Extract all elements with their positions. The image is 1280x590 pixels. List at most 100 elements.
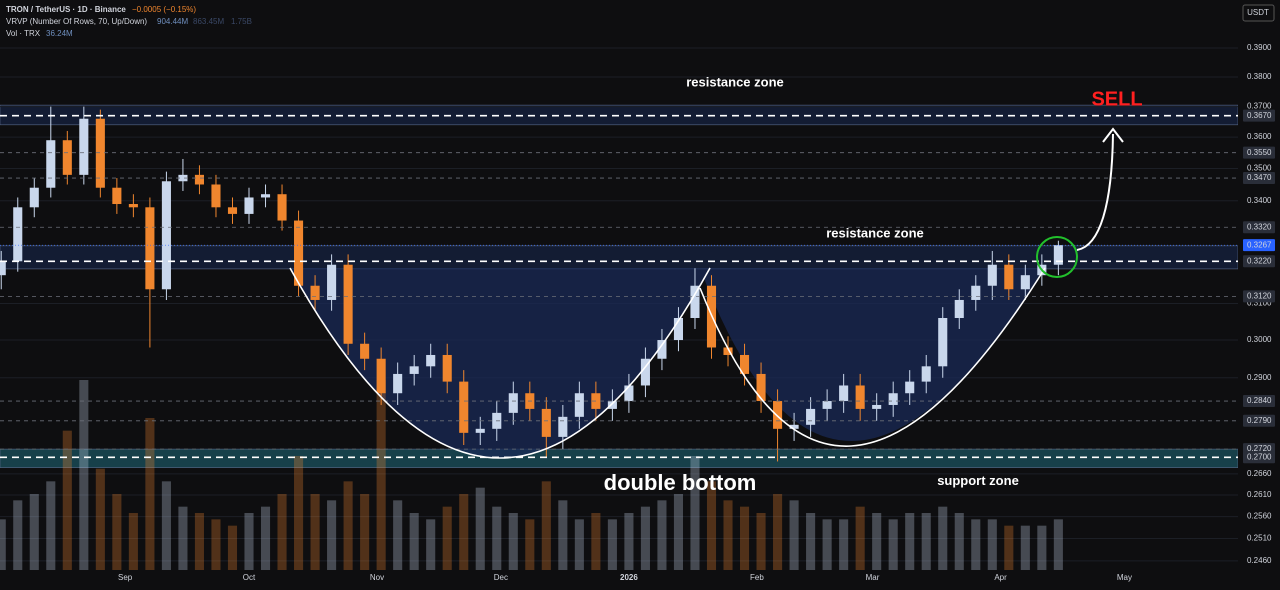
candle-body xyxy=(657,340,667,359)
candle-body xyxy=(260,194,271,198)
volume-bar xyxy=(459,494,469,570)
volume-bar xyxy=(888,519,898,570)
price-line-label: 0.3120 xyxy=(1247,291,1272,300)
volume-bar xyxy=(541,481,551,570)
price-line-box xyxy=(1243,451,1275,464)
y-tick-label: 0.2510 xyxy=(1247,534,1272,543)
y-tick-label: 0.2660 xyxy=(1247,469,1272,478)
volume-bar xyxy=(690,456,700,570)
x-tick-label: Apr xyxy=(994,573,1007,582)
candle-body xyxy=(673,318,684,341)
candle-body xyxy=(987,264,997,286)
candle-body xyxy=(294,220,304,286)
price-line-box xyxy=(1243,414,1275,427)
candle-body xyxy=(0,261,6,276)
candle-body xyxy=(13,207,23,262)
zone xyxy=(0,245,1239,270)
volume-bar xyxy=(773,494,783,570)
candle-body xyxy=(442,354,452,382)
candle-body xyxy=(343,264,353,344)
x-tick-label: Dec xyxy=(494,573,508,582)
candle-body xyxy=(360,343,370,359)
volume-bar xyxy=(112,494,122,570)
candle-body xyxy=(971,285,981,300)
volume-bar xyxy=(211,519,221,570)
volume-bar xyxy=(673,494,684,570)
annotation: double bottom xyxy=(604,470,757,495)
candle-body xyxy=(756,373,766,402)
volume-bar xyxy=(409,513,419,570)
candle-body xyxy=(178,174,188,182)
price-line-box xyxy=(1243,255,1275,268)
volume-bar xyxy=(161,481,171,570)
volume-bar xyxy=(508,513,518,570)
candle-body xyxy=(459,381,469,433)
price-line-box xyxy=(1243,221,1275,234)
annotations: resistance zone resistance zone support zo… xyxy=(604,75,1143,495)
candle-body xyxy=(393,373,403,394)
candle-body xyxy=(690,285,700,319)
candle-body xyxy=(112,187,122,205)
volume-bar xyxy=(194,513,204,570)
volume-bar xyxy=(79,380,89,570)
candle-body xyxy=(1053,245,1063,265)
volume-bar xyxy=(706,481,717,570)
x-tick-label: Oct xyxy=(243,573,256,582)
volume-bar xyxy=(872,513,882,570)
volume-bar xyxy=(723,500,733,570)
volume-bar xyxy=(260,506,271,570)
volume-bar xyxy=(839,519,849,570)
price-line-label: 0.2720 xyxy=(1247,444,1272,453)
cup-curve xyxy=(699,267,1046,447)
volume-bar xyxy=(475,487,485,570)
x-tick-label: Mar xyxy=(866,573,880,582)
candle-body xyxy=(855,385,865,409)
candle-body xyxy=(310,285,320,300)
volume-bar xyxy=(607,519,617,570)
volume-bar xyxy=(393,500,403,570)
last-price-box xyxy=(1243,239,1275,252)
price-line-label: 0.3220 xyxy=(1247,256,1272,265)
price-line-box xyxy=(1243,290,1275,303)
candle-body xyxy=(905,381,915,394)
candle-body xyxy=(62,140,72,175)
candle-body xyxy=(211,184,221,208)
volume-bar xyxy=(62,430,72,570)
volume-bar xyxy=(46,481,56,570)
candle-body xyxy=(46,140,56,188)
price-line-label: 0.2790 xyxy=(1247,416,1272,425)
candle-body xyxy=(624,385,634,402)
candle-body xyxy=(806,408,816,425)
y-tick-label: 0.3900 xyxy=(1247,43,1272,52)
volume-bar xyxy=(756,513,766,570)
candle-body xyxy=(227,207,238,214)
zone-label: resistance zone xyxy=(686,75,784,90)
candle-body xyxy=(475,428,485,433)
volume-bar xyxy=(739,506,750,570)
price-line-label: 0.3550 xyxy=(1247,148,1272,157)
price-lines xyxy=(0,114,1238,459)
highlight-circle xyxy=(1036,236,1078,278)
candle-body xyxy=(723,347,733,355)
symbol: TRON / TetherUS · 1D · Binance xyxy=(6,5,126,14)
volume-bar xyxy=(987,519,997,570)
candle-body xyxy=(161,181,171,290)
x-tick-label: Nov xyxy=(370,573,384,582)
price-line-box xyxy=(1243,109,1275,122)
price-line-box xyxy=(1243,395,1275,408)
last-price-label: 0.3267 xyxy=(1247,240,1272,249)
candle-body xyxy=(872,404,882,409)
candle-body xyxy=(888,393,898,405)
volume-bar xyxy=(624,513,634,570)
candle-body xyxy=(822,401,832,409)
candle-body xyxy=(79,118,89,175)
volume-bar xyxy=(1020,525,1030,570)
price-line-label: 0.3670 xyxy=(1247,111,1272,120)
indicator-value: 1.75B xyxy=(231,17,252,26)
y-tick-label: 0.3800 xyxy=(1247,72,1272,81)
candle-body xyxy=(541,408,551,437)
candle-body xyxy=(607,401,617,409)
currency-box xyxy=(1242,4,1275,22)
volume-bar xyxy=(277,494,287,570)
x-tick-label: May xyxy=(1117,573,1132,582)
